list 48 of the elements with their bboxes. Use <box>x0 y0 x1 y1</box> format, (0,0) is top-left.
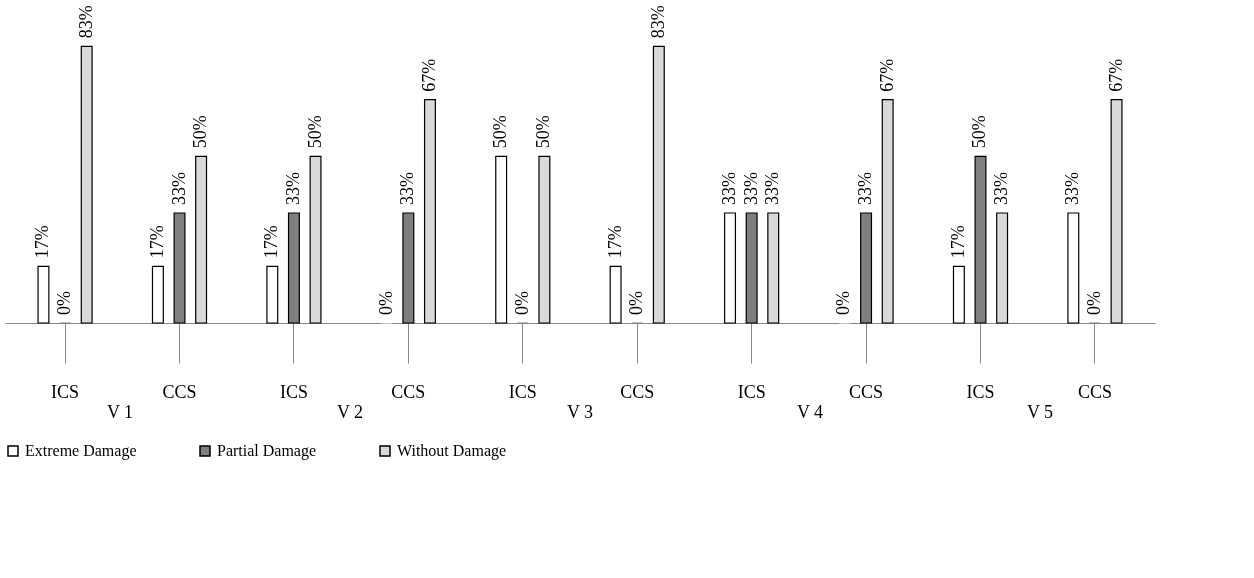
data-label: 50% <box>533 115 554 149</box>
data-label: 0% <box>1083 291 1104 315</box>
data-label: 33% <box>991 172 1012 205</box>
text: V 1 <box>106 402 134 422</box>
data-label: 50% <box>969 115 990 149</box>
data-label: 33% <box>282 172 303 205</box>
x-tick-label: ICS <box>508 381 537 402</box>
data-label: 83% <box>647 5 668 39</box>
data-label: 17% <box>947 225 968 259</box>
data-label: 50% <box>490 115 511 149</box>
data-label: 0% <box>833 291 854 315</box>
data-label: 33% <box>855 172 876 205</box>
data-label: 0% <box>626 291 647 315</box>
data-label: 83% <box>75 5 96 39</box>
data-label: 17% <box>604 225 625 259</box>
data-label: 17% <box>32 225 53 259</box>
x-tick-label: CCS <box>849 381 884 402</box>
data-label: 0% <box>511 291 532 315</box>
legend-label: Partial Damage <box>217 442 317 460</box>
data-label: 0% <box>54 291 75 315</box>
data-label: 17% <box>146 225 167 259</box>
legend-label: Without Damage <box>397 442 507 460</box>
data-label: 33% <box>168 172 189 205</box>
x-tick-label: CCS <box>391 381 426 402</box>
data-label: 67% <box>876 58 897 92</box>
data-label: 17% <box>261 225 282 259</box>
legend-label: Extreme Damage <box>25 442 137 460</box>
x-tick-label: ICS <box>51 381 80 402</box>
data-label: 50% <box>190 115 211 149</box>
data-label: 50% <box>304 115 325 149</box>
data-label: 33% <box>397 172 418 205</box>
x-tick-label: CCS <box>1077 381 1112 402</box>
x-tick-label: CCS <box>620 381 655 402</box>
data-label: 33% <box>1062 172 1083 205</box>
x-tick-label: CCS <box>162 381 197 402</box>
data-label: 0% <box>375 291 396 315</box>
data-label: 67% <box>418 58 439 92</box>
x-tick-label: ICS <box>966 381 995 402</box>
text: V 4 <box>796 402 824 422</box>
text: V 5 <box>1026 402 1054 422</box>
data-label: 33% <box>740 172 761 205</box>
text: V 3 <box>566 402 594 422</box>
data-label: 33% <box>762 172 783 205</box>
x-tick-label: ICS <box>279 381 308 402</box>
text: V 2 <box>336 402 364 422</box>
x-tick-label: ICS <box>737 381 766 402</box>
data-label: 67% <box>1105 58 1126 92</box>
data-label: 33% <box>719 172 740 205</box>
